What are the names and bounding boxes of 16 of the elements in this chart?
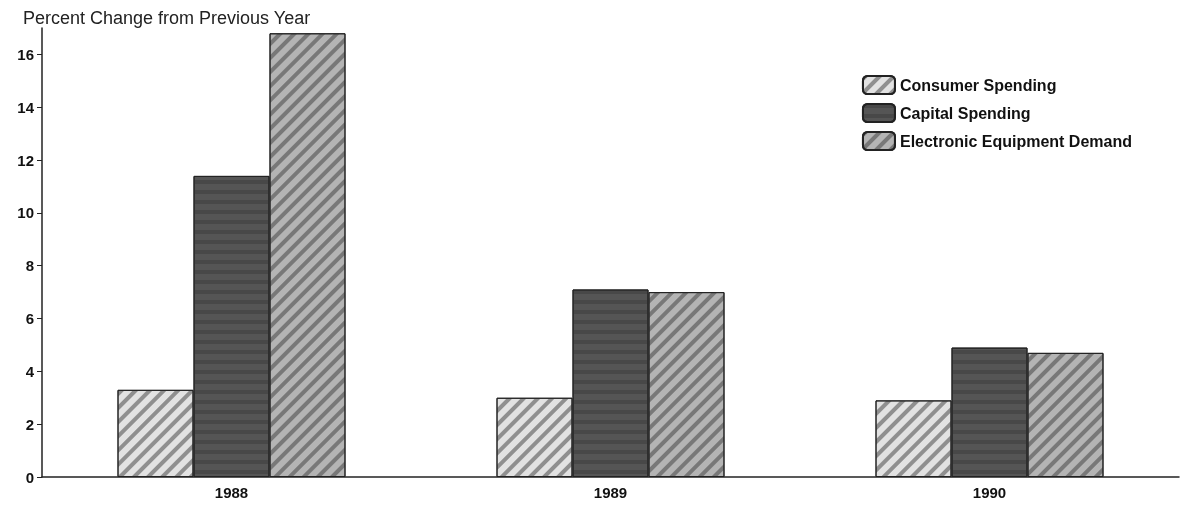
legend-label: Electronic Equipment Demand	[899, 132, 1133, 150]
y-tick-label: 6	[25, 310, 34, 328]
y-tick-label: 14	[17, 98, 35, 116]
y-tick-label: 10	[17, 204, 34, 222]
y-tick-label: 0	[25, 468, 34, 486]
y-tick-label: 12	[17, 151, 34, 169]
y-tick-label: 2	[25, 415, 34, 433]
legend-label: Consumer Spending	[899, 76, 1057, 94]
y-tick-label: 16	[17, 45, 34, 63]
x-tick-label: 1989	[593, 484, 628, 501]
chart-title: Percent Change from Previous Year	[23, 8, 311, 28]
x-tick-label: 1988	[214, 484, 249, 501]
y-tick-label: 4	[25, 362, 35, 380]
legend-label: Capital Spending	[899, 104, 1031, 122]
x-tick-label: 1990	[972, 484, 1007, 501]
y-tick-label: 8	[25, 257, 34, 275]
